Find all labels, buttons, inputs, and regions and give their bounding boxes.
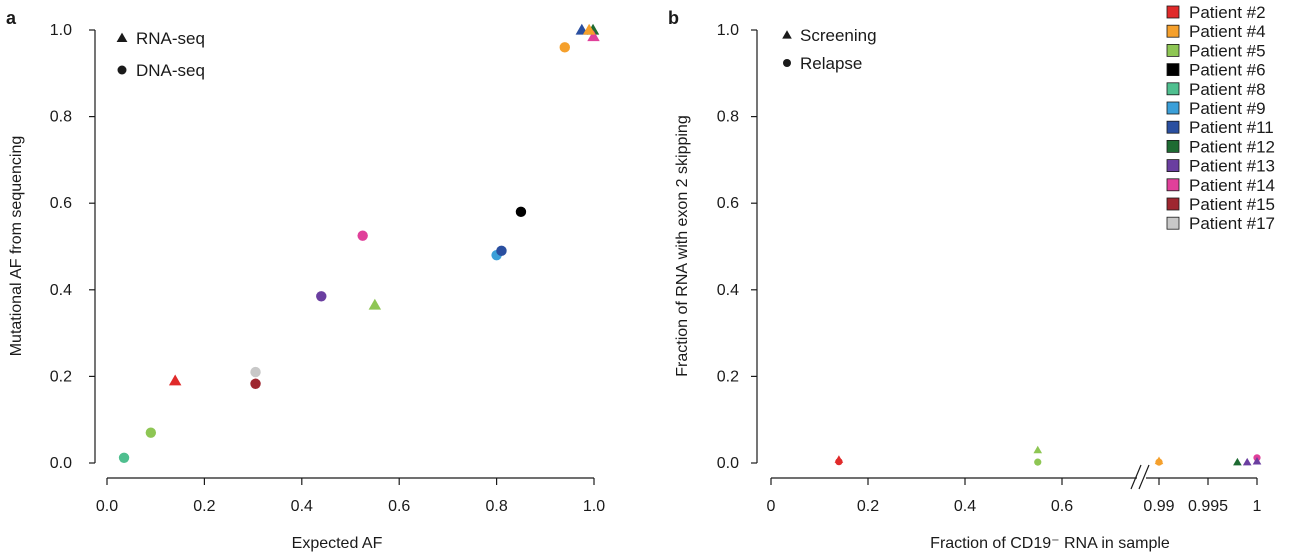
panel-b-axis-break-mark-1 (1130, 464, 1142, 490)
panel-b-x-tick-label: 0.2 (857, 498, 879, 515)
panel-a-x-tick-label: 1.0 (583, 498, 605, 515)
panel-a-data-point (145, 427, 157, 438)
panel-b-legend-label: Relapse (800, 54, 862, 73)
patient-legend-swatch (1166, 63, 1180, 76)
panel-a-data-point (250, 366, 261, 378)
panel-a-data-point (316, 291, 327, 302)
panel-b-points (834, 445, 1262, 466)
patient-legend-label: Patient #5 (1189, 41, 1266, 60)
panel-b-y-tick-label: 1.0 (717, 22, 739, 39)
panel-b-x-tick-label: 0 (767, 498, 776, 515)
panel-a-y-tick-label: 0.8 (50, 109, 72, 126)
panel-a-y-tick-label: 0.4 (50, 282, 72, 299)
panel-b-y-tick-label: 0.8 (717, 109, 739, 126)
patient-legend-label: Patient #14 (1189, 176, 1275, 195)
panel-b-axis-break-mark-2 (1138, 464, 1150, 490)
panel-b-x-tick-label: 0.99 (1143, 498, 1174, 515)
panel-b-marker-legend: Screening Relapse (782, 26, 877, 73)
patient-legend-swatch (1166, 159, 1180, 173)
panel-b-data-point (1242, 457, 1252, 466)
panel-a-data-point (582, 23, 596, 35)
patient-legend-label: Patient #8 (1189, 80, 1266, 99)
panel-b-x-tick-label: 0.995 (1188, 498, 1228, 515)
panel-a-x-tick-label: 0.8 (485, 498, 507, 515)
panel-a-data-point (118, 452, 130, 464)
panel-a-data-point (168, 374, 182, 386)
panel-a-legend-label: RNA-seq (136, 29, 205, 48)
patient-legend-label: Patient #12 (1189, 137, 1275, 156)
panel-a-data-point (515, 206, 527, 218)
patient-legend-label: Patient #4 (1189, 22, 1266, 41)
panel-a-legend-triangle-marker (116, 32, 128, 43)
panel-a-data-point (357, 230, 368, 241)
panel-a-y-tick-label: 0.0 (50, 455, 72, 472)
panel-a-y-label: Mutational AF from sequencing (8, 136, 25, 357)
patient-legend-swatch (1166, 24, 1180, 38)
patient-legend-label: Patient #9 (1189, 99, 1266, 118)
panel-b-data-point (835, 458, 843, 466)
panel-a-x-tick-label: 0.0 (96, 498, 118, 515)
panel-b-x-tick-label: 0.6 (1051, 498, 1073, 515)
panel-b-legend-circle-marker (783, 59, 791, 67)
patient-legend-swatch (1166, 82, 1180, 96)
panel-a: 0.0 0.2 0.4 0.6 0.8 1.0 0.0 0.2 0.4 0.6 0.8 1.0 Ex… (8, 22, 605, 552)
panel-b-y-label: Fraction of RNA with exon 2 skipping (674, 115, 691, 376)
panel-a-x-tick-label: 0.6 (388, 498, 410, 515)
panel-b-y-tick-label: 0.2 (717, 368, 739, 385)
panel-b-data-point (1252, 456, 1262, 465)
panel-letter-a: a (6, 8, 17, 28)
panel-a-data-point (250, 378, 261, 389)
patient-legend-swatch (1166, 178, 1180, 192)
panel-a-x-tick-label: 0.2 (193, 498, 215, 515)
patient-legend-swatch (1166, 44, 1180, 57)
panel-b-data-point (1155, 458, 1163, 466)
panel-b-x-tick-label: 0.4 (954, 498, 976, 515)
patient-legend-label: Patient #6 (1189, 61, 1266, 80)
patient-legend-swatch (1166, 216, 1180, 230)
panel-a-x-tick-label: 0.4 (291, 498, 313, 515)
panel-letter-b: b (668, 8, 679, 28)
panel-b-legend-label: Screening (800, 26, 877, 45)
panel-b-y-tick-label: 0.4 (717, 282, 739, 299)
patient-legend-swatch (1166, 120, 1180, 134)
panel-a-points (118, 23, 600, 464)
panel-a-data-point (368, 298, 382, 310)
panel-b-data-point (1034, 458, 1042, 466)
panel-a-x-label: Expected AF (292, 535, 383, 552)
patient-legend-swatch (1166, 101, 1180, 115)
panel-b-y-tick-label: 0.6 (717, 195, 739, 212)
patient-legend-label: Patient #11 (1189, 118, 1274, 137)
patient-legend-label: Patient #15 (1189, 195, 1275, 214)
panel-a-data-point (587, 30, 600, 42)
patient-legend-label: Patient #2 (1189, 3, 1266, 22)
patient-legend-label: Patient #13 (1189, 157, 1275, 176)
panel-b-data-point (1033, 445, 1043, 454)
panel-a-data-point (496, 245, 507, 257)
panel-b: 0.00.20.40.60.81.0 0 0.2 0.4 0.6 0.99 0.995 1 … (674, 22, 1262, 552)
panel-b-legend-triangle-marker (782, 30, 792, 39)
patient-legend-swatch (1166, 5, 1180, 19)
panel-a-y-tick-label: 0.2 (50, 368, 72, 385)
panel-a-data-point (559, 42, 570, 53)
panel-a-y-tick-label: 1.0 (50, 22, 72, 39)
panel-b-x-tick-label: 1 (1253, 498, 1262, 515)
panel-a-marker-legend: RNA-seq DNA-seq (116, 29, 205, 80)
panel-b-data-point (1233, 457, 1242, 466)
panel-b-x-label: Fraction of CD19⁻ RNA in sample (930, 535, 1170, 552)
panel-a-y-tick-label: 0.6 (50, 195, 72, 212)
panel-a-legend-circle-marker (117, 65, 127, 75)
patient-legend-swatch (1166, 139, 1180, 153)
panel-a-legend-label: DNA-seq (136, 61, 205, 80)
patient-legend-label: Patient #17 (1189, 214, 1275, 233)
panel-b-y-tick-label: 0.0 (717, 455, 739, 472)
patient-legend-swatch (1166, 197, 1180, 211)
